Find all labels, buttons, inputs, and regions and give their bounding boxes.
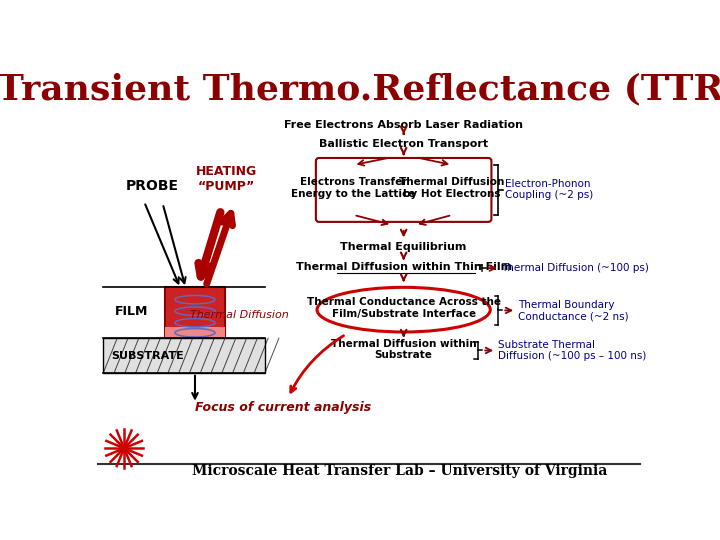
Text: SUBSTRATE: SUBSTRATE (111, 351, 184, 361)
FancyBboxPatch shape (165, 327, 225, 338)
Text: Thermal Diffusion (~100 ps): Thermal Diffusion (~100 ps) (501, 263, 649, 273)
Ellipse shape (317, 287, 490, 332)
Text: Focus of current analysis: Focus of current analysis (194, 401, 371, 414)
FancyBboxPatch shape (104, 338, 265, 373)
Text: Thermal Diffusion within Thin Film: Thermal Diffusion within Thin Film (296, 262, 512, 272)
Text: Thermal Diffusion
by Hot Electrons: Thermal Diffusion by Hot Electrons (400, 177, 505, 199)
Text: Electrons Transfer
Energy to the Lattice: Electrons Transfer Energy to the Lattice (292, 177, 415, 199)
Text: Thermal Conductance Across the
Film/Substrate Interface: Thermal Conductance Across the Film/Subs… (307, 298, 500, 319)
Text: Ballistic Electron Transport: Ballistic Electron Transport (319, 139, 488, 149)
Text: PROBE: PROBE (125, 179, 179, 193)
Text: Substrate Thermal
Diffusion (~100 ps – 100 ns): Substrate Thermal Diffusion (~100 ps – 1… (498, 340, 646, 361)
Text: HEATING
“PUMP”: HEATING “PUMP” (196, 165, 257, 193)
Text: Thermal Equilibrium: Thermal Equilibrium (341, 242, 467, 252)
Text: Transient Thermo.Reflectance (TTR): Transient Thermo.Reflectance (TTR) (0, 72, 720, 106)
Text: Microscale Heat Transfer Lab – University of Virginia: Microscale Heat Transfer Lab – Universit… (192, 464, 608, 478)
Text: Free Electrons Absorb Laser Radiation: Free Electrons Absorb Laser Radiation (284, 120, 523, 130)
Text: Thermal Boundary
Conductance (~2 ns): Thermal Boundary Conductance (~2 ns) (518, 300, 629, 321)
Text: Thermal Diffusion within
Substrate: Thermal Diffusion within Substrate (330, 339, 477, 361)
Text: Electron-Phonon
Coupling (~2 ps): Electron-Phonon Coupling (~2 ps) (505, 179, 593, 200)
Text: FILM: FILM (115, 305, 148, 318)
FancyBboxPatch shape (316, 158, 492, 222)
Text: Thermal Diffusion: Thermal Diffusion (190, 310, 289, 320)
FancyBboxPatch shape (165, 287, 225, 338)
